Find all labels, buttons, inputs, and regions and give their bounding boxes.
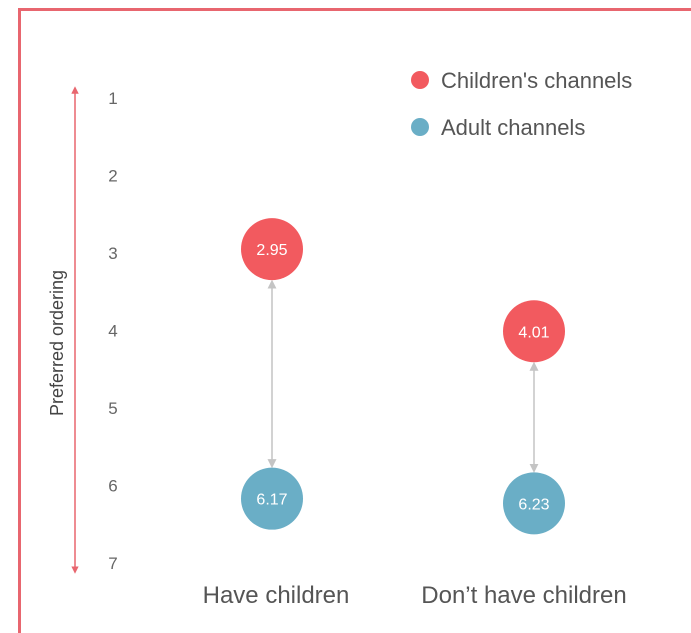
adult-channels-dot <box>241 467 303 530</box>
children-channels-dot <box>241 218 303 281</box>
y-tick-label: 5 <box>108 399 117 418</box>
y-tick-label: 4 <box>108 322 117 341</box>
y-tick-label: 2 <box>108 167 117 186</box>
children-channels-dot <box>503 300 565 363</box>
adult-channels-dot <box>503 472 565 535</box>
legend-swatch <box>411 118 429 136</box>
y-axis-label: Preferred ordering <box>47 270 67 416</box>
legend-swatch <box>411 71 429 89</box>
y-tick-label: 1 <box>108 89 117 108</box>
y-tick-label: 6 <box>108 477 117 496</box>
legend-label: Children's channels <box>441 68 632 93</box>
data-value-label: 6.23 <box>518 496 549 513</box>
legend-label: Adult channels <box>441 115 585 140</box>
category-label: Have children <box>203 582 350 609</box>
y-tick-label: 3 <box>108 244 117 263</box>
data-value-label: 4.01 <box>518 324 549 341</box>
y-tick-label: 7 <box>108 554 117 573</box>
category-label: Don’t have children <box>421 582 626 609</box>
chart-frame <box>18 8 691 633</box>
data-value-label: 2.95 <box>256 242 287 259</box>
data-value-label: 6.17 <box>256 492 287 509</box>
